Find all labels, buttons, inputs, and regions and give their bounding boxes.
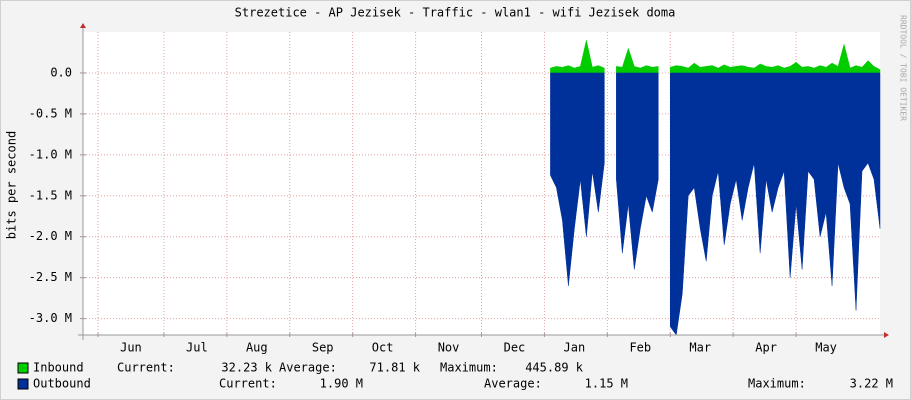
legend-label: Outbound: [33, 377, 91, 391]
legend-stat: Maximum:: [440, 361, 498, 375]
x-tick-label: Mar: [689, 341, 711, 355]
x-tick-label: Jul: [186, 341, 208, 355]
legend-stat: 1.15 M: [585, 377, 628, 391]
legend-stat: 445.89 k: [525, 361, 584, 375]
x-tick-label: Aug: [246, 341, 268, 355]
legend-stat: 32.23 k: [221, 361, 272, 375]
x-tick-label: Dec: [504, 341, 526, 355]
legend-stat: 71.81 k: [369, 361, 420, 375]
legend-swatch: [17, 378, 29, 390]
area: [670, 43, 881, 74]
area: [550, 40, 605, 74]
x-tick-label: Oct: [372, 341, 394, 355]
x-tick-label: Nov: [438, 341, 460, 355]
x-tick-label: Jun: [120, 341, 142, 355]
y-tick-label: -2.0 M: [29, 229, 72, 243]
legend-swatch: [17, 362, 29, 374]
y-tick-label: -2.5 M: [29, 270, 72, 284]
x-axis-arrow: [884, 332, 889, 338]
y-axis-arrow: [80, 23, 86, 28]
legend-stat: Maximum:: [748, 377, 806, 391]
x-tick-label: Jan: [564, 341, 586, 355]
legend-stat: Current:: [219, 377, 277, 391]
legend-stat: 1.90 M: [320, 377, 363, 391]
area: [670, 72, 881, 336]
x-tick-label: Apr: [755, 341, 777, 355]
legend-stat: Average:: [279, 361, 337, 375]
y-tick-label: -1.5 M: [29, 188, 72, 202]
legend-stat: 3.22 M: [850, 377, 893, 391]
area: [616, 47, 659, 74]
area: [616, 72, 659, 270]
y-tick-label: -1.0 M: [29, 147, 72, 161]
area: [550, 72, 605, 286]
legend-stat: Current:: [117, 361, 175, 375]
y-tick-label: 0.0: [50, 65, 72, 79]
y-tick-label: -0.5 M: [29, 106, 72, 120]
x-tick-label: Feb: [629, 341, 651, 355]
legend-stat: Average:: [484, 377, 542, 391]
y-axis-label: bits per second: [5, 131, 19, 239]
y-tick-label: -3.0 M: [29, 311, 72, 325]
x-tick-label: May: [815, 341, 837, 355]
chart-title: Strezetice - AP Jezisek - Traffic - wlan…: [235, 6, 676, 20]
x-tick-label: Sep: [312, 341, 334, 355]
watermark: RRDTOOL / TOBI OETIKER: [899, 15, 908, 121]
legend-label: Inbound: [33, 361, 84, 375]
